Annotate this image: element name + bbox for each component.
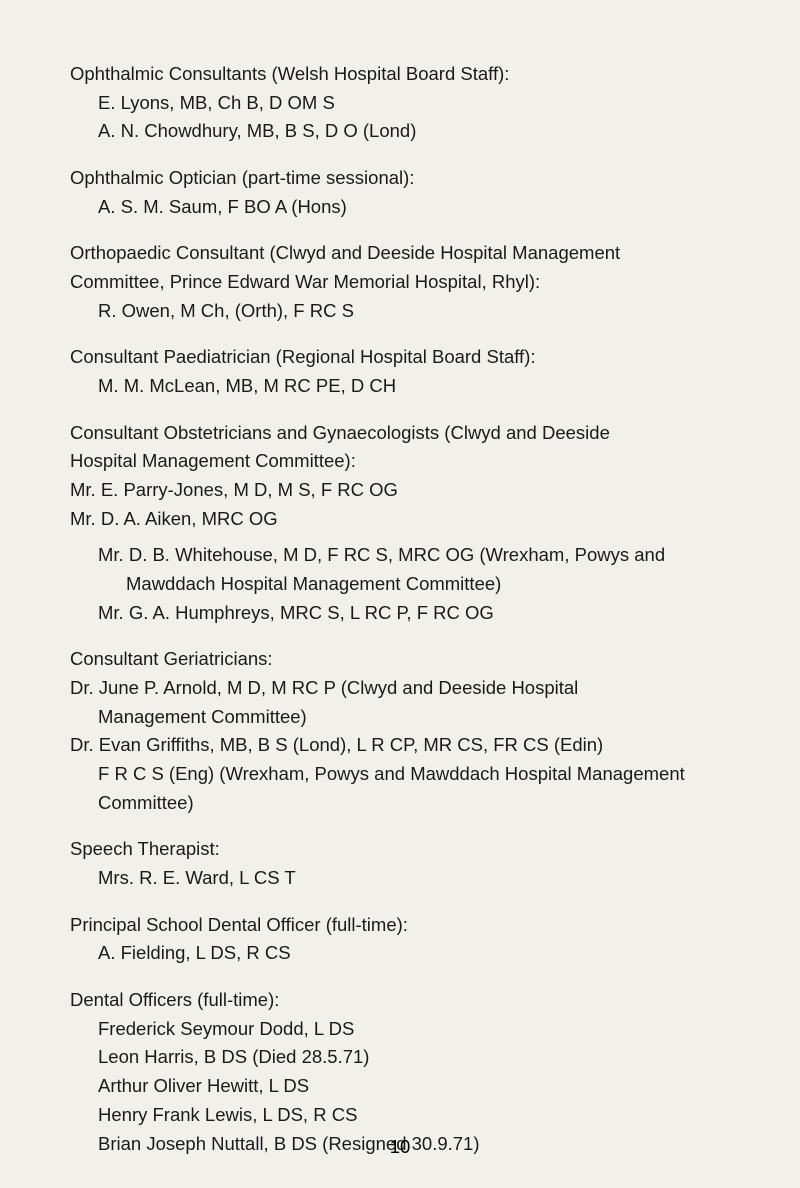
entry: M. M. McLean, MB, M RC PE, D CH [70, 372, 740, 401]
entry: Mr. D. A. Aiken, MRC OG [70, 505, 740, 534]
entry: A. S. M. Saum, F BO A (Hons) [70, 193, 740, 222]
section-title: Ophthalmic Consultants (Welsh Hospital B… [70, 60, 740, 89]
section-title: Committee, Prince Edward War Memorial Ho… [70, 268, 740, 297]
entry: F R C S (Eng) (Wrexham, Powys and Mawdda… [70, 760, 740, 789]
section-title: Consultant Obstetricians and Gynaecologi… [70, 419, 740, 448]
entry: Arthur Oliver Hewitt, L DS [70, 1072, 740, 1101]
entry: Henry Frank Lewis, L DS, R CS [70, 1101, 740, 1130]
entry: Mr. D. B. Whitehouse, M D, F RC S, MRC O… [70, 541, 740, 570]
spacer [70, 533, 740, 541]
section-speech-therapist: Speech Therapist: Mrs. R. E. Ward, L CS … [70, 835, 740, 892]
section-geriatricians: Consultant Geriatricians: Dr. June P. Ar… [70, 645, 740, 817]
section-title: Consultant Geriatricians: [70, 645, 740, 674]
document-page: Ophthalmic Consultants (Welsh Hospital B… [0, 0, 800, 1188]
entry: Committee) [70, 789, 740, 818]
section-title: Principal School Dental Officer (full-ti… [70, 911, 740, 940]
section-ophthalmic-consultants: Ophthalmic Consultants (Welsh Hospital B… [70, 60, 740, 146]
section-title: Hospital Management Committee): [70, 447, 740, 476]
entry: Dr. June P. Arnold, M D, M RC P (Clwyd a… [70, 674, 740, 703]
entry: Management Committee) [70, 703, 740, 732]
section-principal-dental-officer: Principal School Dental Officer (full-ti… [70, 911, 740, 968]
entry: Dr. Evan Griffiths, MB, B S (Lond), L R … [70, 731, 740, 760]
section-orthopaedic-consultant: Orthopaedic Consultant (Clwyd and Deesid… [70, 239, 740, 325]
entry: Frederick Seymour Dodd, L DS [70, 1015, 740, 1044]
page-number: 10 [0, 1136, 800, 1158]
entry: Leon Harris, B DS (Died 28.5.71) [70, 1043, 740, 1072]
section-dental-officers: Dental Officers (full-time): Frederick S… [70, 986, 740, 1158]
entry: A. N. Chowdhury, MB, B S, D O (Lond) [70, 117, 740, 146]
entry: E. Lyons, MB, Ch B, D OM S [70, 89, 740, 118]
section-title: Speech Therapist: [70, 835, 740, 864]
entry: Mr. G. A. Humphreys, MRC S, L RC P, F RC… [70, 599, 740, 628]
section-ophthalmic-optician: Ophthalmic Optician (part-time sessional… [70, 164, 740, 221]
entry: A. Fielding, L DS, R CS [70, 939, 740, 968]
section-title: Ophthalmic Optician (part-time sessional… [70, 164, 740, 193]
section-title: Orthopaedic Consultant (Clwyd and Deesid… [70, 239, 740, 268]
section-title: Dental Officers (full-time): [70, 986, 740, 1015]
entry: Mr. E. Parry-Jones, M D, M S, F RC OG [70, 476, 740, 505]
section-obstetricians: Consultant Obstetricians and Gynaecologi… [70, 419, 740, 628]
entry: Mrs. R. E. Ward, L CS T [70, 864, 740, 893]
section-paediatrician: Consultant Paediatrician (Regional Hospi… [70, 343, 740, 400]
section-title: Consultant Paediatrician (Regional Hospi… [70, 343, 740, 372]
entry: R. Owen, M Ch, (Orth), F RC S [70, 297, 740, 326]
entry: Mawddach Hospital Management Committee) [70, 570, 740, 599]
